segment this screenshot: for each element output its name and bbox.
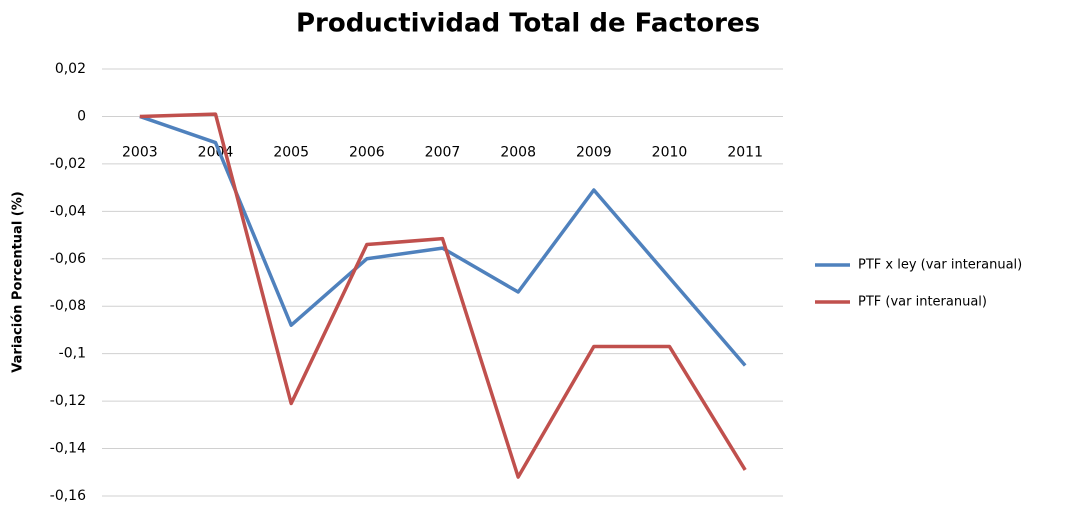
y-tick-label: -0,06 (50, 251, 86, 267)
y-tick-label: -0,02 (50, 156, 86, 172)
x-tick-label: 2010 (652, 144, 688, 160)
x-tick-label: 2008 (500, 144, 536, 160)
y-tick-label: -0,14 (50, 441, 86, 457)
legend-label: PTF x ley (var interanual) (858, 258, 1022, 273)
x-tick-label: 2006 (349, 144, 385, 160)
x-tick-label: 2003 (122, 144, 158, 160)
x-tick-label: 2007 (425, 144, 461, 160)
y-tick-label: -0,1 (59, 346, 86, 362)
y-tick-label: -0,08 (50, 298, 86, 314)
y-tick-label: -0,04 (50, 203, 86, 219)
series-line (139, 112, 747, 479)
x-tick-label: 2009 (576, 144, 612, 160)
series-line (139, 114, 747, 367)
y-tick-label: 0,02 (55, 61, 86, 77)
y-tick-label: -0,12 (50, 393, 86, 409)
chart-title: Productividad Total de Factores (296, 9, 760, 39)
y-tick-label: -0,16 (50, 488, 86, 504)
y-axis-title: Variación Porcentual (%) (11, 191, 26, 372)
y-tick-label: 0 (77, 108, 86, 124)
x-tick-label: 2011 (727, 144, 763, 160)
legend-label: PTF (var interanual) (858, 295, 987, 310)
x-tick-label: 2005 (273, 144, 309, 160)
